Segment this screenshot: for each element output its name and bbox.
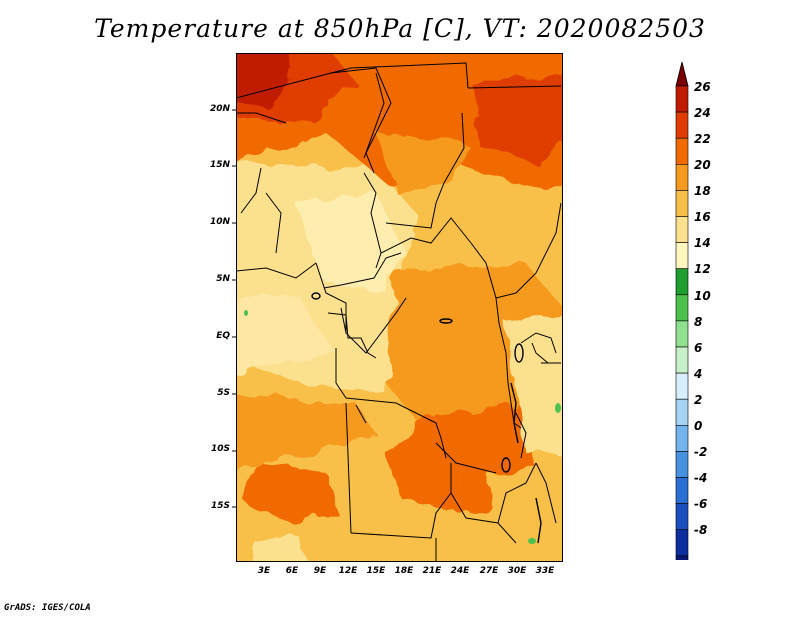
cbar-segment bbox=[675, 85, 689, 113]
cbar-segment bbox=[675, 242, 689, 270]
cbar-label: 8 bbox=[694, 315, 703, 329]
cbar-segment bbox=[675, 398, 689, 426]
cbar-segment bbox=[675, 555, 689, 560]
temperature-map bbox=[236, 53, 563, 562]
cbar-label: 20 bbox=[694, 158, 711, 172]
lat-ticks bbox=[232, 109, 236, 508]
warm-anomaly-spot bbox=[555, 403, 561, 413]
country-borders bbox=[236, 62, 562, 562]
lon-label-6e: 6E bbox=[285, 566, 299, 576]
cbar-segment bbox=[675, 137, 689, 165]
lon-label-12e: 12E bbox=[338, 566, 358, 576]
cbar-segment bbox=[675, 320, 689, 348]
lon-label-24e: 24E bbox=[450, 566, 470, 576]
lon-label-33e: 33E bbox=[535, 566, 555, 576]
cbar-label: 22 bbox=[694, 132, 711, 146]
temperature-field bbox=[236, 53, 563, 562]
cbar-label: 6 bbox=[694, 341, 703, 355]
lon-label-27e: 27E bbox=[479, 566, 499, 576]
lakes bbox=[311, 292, 542, 544]
lat-label-5n: 5N bbox=[216, 274, 230, 284]
cbar-label: 0 bbox=[694, 419, 703, 433]
cbar-label: 12 bbox=[694, 262, 711, 276]
cbar-label: -4 bbox=[694, 471, 708, 485]
cbar-label: -6 bbox=[694, 497, 708, 511]
lat-label-15s: 15S bbox=[210, 501, 230, 511]
lat-label-eq: EQ bbox=[216, 331, 230, 341]
warm-anomaly-spot bbox=[528, 538, 536, 544]
cbar-segment bbox=[675, 503, 689, 531]
lon-label-15e: 15E bbox=[366, 566, 386, 576]
cbar-segment bbox=[675, 294, 689, 322]
map-title: Temperature at 850hPa [C], VT: 202008250… bbox=[94, 14, 706, 43]
grads-credit: GrADS: IGES/COLA bbox=[4, 603, 91, 613]
cbar-label: 18 bbox=[694, 184, 711, 198]
warm-anomaly-spot bbox=[244, 310, 248, 316]
cbar-segment bbox=[675, 216, 689, 243]
cbar-label: 14 bbox=[694, 236, 711, 250]
cbar-segment bbox=[675, 111, 689, 139]
lat-label-10s: 10S bbox=[210, 444, 230, 454]
cbar-label: -2 bbox=[694, 445, 708, 459]
lat-label-5s: 5S bbox=[217, 388, 230, 398]
cbar-segment bbox=[675, 190, 689, 217]
lon-label-3e: 3E bbox=[257, 566, 271, 576]
lat-label-10n: 10N bbox=[209, 217, 230, 227]
cbar-label: 24 bbox=[694, 106, 711, 120]
lon-label-9e: 9E bbox=[313, 566, 327, 576]
cbar-segment bbox=[675, 477, 689, 504]
cbar-label: 26 bbox=[694, 80, 711, 94]
cbar-segment bbox=[675, 529, 689, 557]
cbar-label: -8 bbox=[694, 523, 708, 537]
cbar-segment bbox=[675, 268, 689, 296]
cbar-segment bbox=[675, 424, 689, 452]
cbar-label: 2 bbox=[694, 393, 703, 407]
cbar-label: 4 bbox=[694, 367, 703, 381]
cbar-segment bbox=[675, 451, 689, 478]
lon-label-21e: 21E bbox=[422, 566, 442, 576]
lon-label-18e: 18E bbox=[394, 566, 414, 576]
map-border bbox=[236, 53, 563, 562]
color-bar bbox=[675, 61, 689, 560]
cbar-segment bbox=[675, 164, 689, 191]
lat-label-15n: 15N bbox=[209, 160, 230, 170]
cbar-segment bbox=[675, 372, 689, 400]
cbar-segment bbox=[675, 346, 689, 374]
cbar-label: 10 bbox=[694, 289, 711, 303]
cbar-top-arrow bbox=[675, 61, 689, 87]
lon-label-30e: 30E bbox=[507, 566, 527, 576]
cbar-label: 16 bbox=[694, 210, 711, 224]
lat-label-20n: 20N bbox=[209, 104, 230, 114]
